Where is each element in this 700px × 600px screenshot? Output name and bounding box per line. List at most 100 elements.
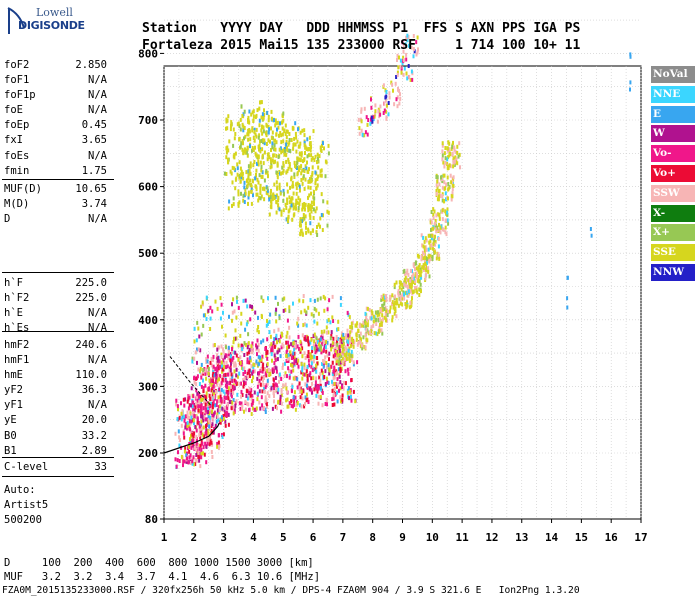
echo-point xyxy=(284,123,287,128)
echo-point xyxy=(272,341,275,345)
param-row-fmin: fmin 1.75 xyxy=(2,164,109,179)
echo-point xyxy=(252,369,255,374)
echo-point xyxy=(347,386,350,391)
echo-point xyxy=(433,209,436,214)
echo-point xyxy=(338,345,341,349)
echo-point xyxy=(181,409,184,414)
echo-point xyxy=(298,184,301,189)
echo-point xyxy=(211,373,214,378)
echo-point xyxy=(202,451,204,456)
echo-point xyxy=(347,348,350,353)
echo-point xyxy=(202,368,205,372)
echo-point xyxy=(269,195,272,199)
echo-point xyxy=(197,326,200,331)
echo-point xyxy=(313,158,316,162)
echo-point xyxy=(285,159,288,164)
param-row-hes: h`Es N/A xyxy=(2,321,109,336)
params-group-c-level: C-level 33 xyxy=(2,460,109,475)
echo-point xyxy=(229,384,232,389)
echo-point xyxy=(243,180,246,185)
param-row-clevel: C-level 33 xyxy=(2,460,109,475)
echo-point xyxy=(428,274,431,279)
echo-point xyxy=(442,173,445,178)
echo-point xyxy=(431,257,434,261)
echo-point xyxy=(303,143,306,148)
echo-point xyxy=(266,381,269,386)
echo-point xyxy=(204,417,207,422)
echo-point xyxy=(260,168,263,173)
echo-point xyxy=(406,290,409,295)
echo-point xyxy=(265,397,268,402)
echo-point xyxy=(286,318,289,323)
echo-point xyxy=(277,387,280,392)
echo-point xyxy=(347,337,350,342)
echo-point xyxy=(275,336,277,341)
echo-point xyxy=(200,451,203,456)
echo-point xyxy=(454,149,457,154)
echo-point xyxy=(256,345,259,350)
echo-point xyxy=(221,406,224,411)
legend-item-nne: NNE xyxy=(651,85,695,103)
echo-point xyxy=(325,160,328,165)
echo-point xyxy=(269,139,271,144)
echo-point xyxy=(250,397,253,402)
echo-point xyxy=(286,145,288,150)
echo-point xyxy=(448,163,451,168)
echo-point xyxy=(224,423,227,428)
echo-point xyxy=(293,160,296,165)
echo-point xyxy=(212,417,215,422)
echo-point xyxy=(184,446,187,451)
echo-point xyxy=(401,302,404,307)
echo-point xyxy=(244,399,247,404)
echo-point xyxy=(243,341,246,346)
echo-point xyxy=(304,402,306,406)
echo-point xyxy=(285,350,288,355)
echo-point xyxy=(317,340,319,344)
echo-point xyxy=(439,230,442,235)
echo-point xyxy=(282,161,285,166)
echo-point xyxy=(209,438,212,443)
echo-point xyxy=(253,390,256,395)
echo-point xyxy=(457,154,460,159)
echo-point xyxy=(271,130,274,135)
echo-point xyxy=(269,334,272,339)
parameter-panel: foF2 2.850 foF1 N/A foF1p N/A foE N/A foEp 0.45 fx… xyxy=(2,58,114,477)
echo-point xyxy=(252,365,255,370)
echo-point xyxy=(209,427,211,432)
echo-point xyxy=(278,207,281,212)
echo-point xyxy=(330,334,333,338)
echo-point xyxy=(409,281,412,286)
echo-point xyxy=(278,316,281,321)
echo-point xyxy=(262,338,265,343)
param-label: hmF1 xyxy=(4,354,30,367)
echo-point xyxy=(305,147,308,151)
echo-point xyxy=(370,329,373,333)
echo-point xyxy=(233,336,235,341)
echo-point xyxy=(187,444,190,449)
echo-point xyxy=(279,394,282,399)
echo-point xyxy=(301,207,304,212)
echo-point xyxy=(263,178,266,183)
echo-point xyxy=(263,108,265,113)
echo-point xyxy=(319,224,321,229)
echo-point xyxy=(258,173,261,178)
echo-point xyxy=(207,407,209,412)
echo-point xyxy=(306,367,308,372)
echo-point xyxy=(233,166,236,171)
echo-point xyxy=(424,261,427,266)
echo-point xyxy=(224,333,227,338)
echo-point xyxy=(299,220,302,225)
echo-point xyxy=(409,301,412,305)
echo-point xyxy=(246,153,249,158)
echo-point xyxy=(227,412,230,417)
echo-point xyxy=(275,153,278,158)
echo-point xyxy=(313,332,316,337)
echo-point xyxy=(352,389,355,394)
echo-point xyxy=(403,282,406,287)
echo-point xyxy=(275,170,278,175)
echo-point xyxy=(395,297,398,302)
echo-point xyxy=(175,398,178,403)
echo-point xyxy=(308,363,310,368)
echo-point xyxy=(322,359,324,363)
echo-point xyxy=(273,361,276,366)
